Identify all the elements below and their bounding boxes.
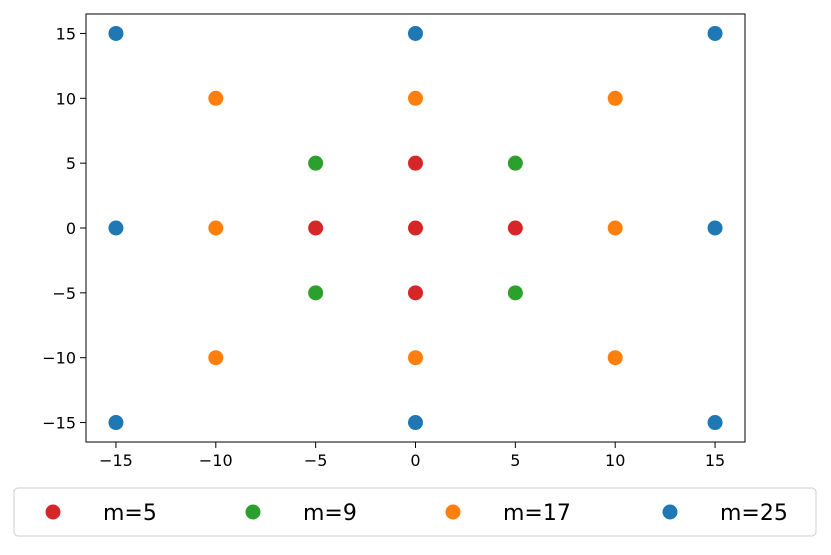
legend-label: m=9 bbox=[303, 501, 357, 526]
point bbox=[607, 350, 623, 366]
y-tick-label: −15 bbox=[42, 414, 76, 433]
y-tick-label: 15 bbox=[56, 24, 76, 43]
point bbox=[507, 155, 523, 171]
x-tick-label: −15 bbox=[99, 451, 133, 470]
y-tick-label: −5 bbox=[52, 284, 76, 303]
point bbox=[408, 155, 423, 171]
point bbox=[607, 220, 623, 236]
point bbox=[408, 350, 423, 366]
x-tick-label: −10 bbox=[199, 451, 233, 470]
point bbox=[507, 220, 523, 236]
point bbox=[408, 220, 423, 236]
y-tick-label: 5 bbox=[66, 154, 76, 173]
point bbox=[108, 25, 124, 41]
point bbox=[507, 285, 523, 301]
y-tick-label: 0 bbox=[66, 219, 76, 238]
legend-marker bbox=[45, 504, 61, 520]
point bbox=[208, 220, 224, 236]
x-tick-label: 5 bbox=[510, 451, 520, 470]
point bbox=[707, 25, 723, 41]
point bbox=[707, 220, 723, 236]
point bbox=[308, 155, 324, 171]
x-tick-label: 10 bbox=[605, 451, 625, 470]
y-tick-label: −10 bbox=[42, 349, 76, 368]
point bbox=[607, 90, 623, 106]
legend-marker bbox=[445, 504, 461, 520]
legend-label: m=17 bbox=[503, 501, 571, 526]
point bbox=[308, 285, 324, 301]
y-tick-label: 10 bbox=[56, 89, 76, 108]
plot-frame bbox=[85, 13, 746, 443]
x-tick-label: −5 bbox=[304, 451, 328, 470]
point bbox=[308, 220, 324, 236]
point bbox=[707, 415, 723, 431]
point bbox=[408, 415, 423, 431]
legend-marker bbox=[662, 504, 678, 520]
point bbox=[408, 90, 423, 106]
x-tick-label: 15 bbox=[705, 451, 725, 470]
point bbox=[408, 25, 423, 41]
x-tick-label: 0 bbox=[410, 451, 420, 470]
point bbox=[108, 220, 124, 236]
point bbox=[208, 350, 224, 366]
legend-box bbox=[13, 487, 817, 537]
legend-marker bbox=[245, 504, 261, 520]
point bbox=[408, 285, 423, 301]
point bbox=[208, 90, 224, 106]
legend-label: m=5 bbox=[103, 501, 157, 526]
legend-label: m=25 bbox=[720, 501, 788, 526]
point bbox=[108, 415, 124, 431]
